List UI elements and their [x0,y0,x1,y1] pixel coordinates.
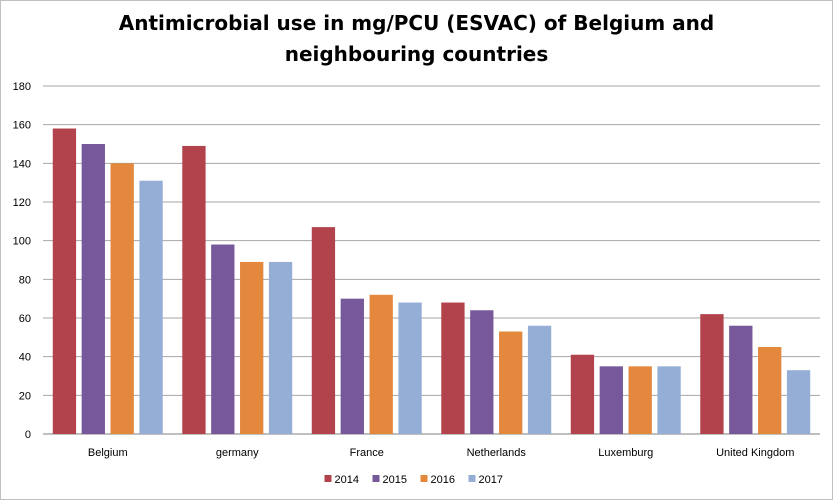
bar-2017-germany [268,261,293,434]
x-tick-label: germany [216,447,259,459]
legend-label-2016: 2016 [431,474,455,486]
y-tick-label: 60 [19,313,31,325]
chart-title-line-1: Antimicrobial use in mg/PCU (ESVAC) of B… [118,11,715,35]
chart-title: Antimicrobial use in mg/PCU (ESVAC) of B… [0,8,833,70]
y-tick-label: 20 [19,390,31,402]
legend-swatch-2015 [372,475,380,482]
x-tick-label: Netherlands [467,447,527,459]
chart-title-line-2: neighbouring countries [284,42,549,66]
y-tick-label: 180 [13,81,31,93]
y-tick-label: 160 [13,120,31,132]
x-tick-label: Luxemburg [598,447,653,459]
x-tick-label: Belgium [88,447,128,459]
y-tick-label: 100 [13,236,31,248]
bar-2017-united-kingdom [786,370,811,434]
legend-swatch-2017 [468,475,476,482]
bar-2017-belgium [139,180,163,434]
bar-2017-netherlands [527,325,552,434]
bar-2014-belgium [52,128,77,435]
bar-2017-luxemburg [657,366,681,434]
x-axis-category-labels: Belgium germany France Netherlands Luxemburg… [88,447,795,459]
x-tick-label: United Kingdom [716,447,794,459]
y-axis-tick-labels: 0 20 40 60 80 100 120 140 160 180 [13,81,31,441]
bar-2016-united-kingdom [758,347,782,434]
bar-2015-belgium [81,144,105,434]
legend-swatch-2016 [420,475,428,482]
bars [52,128,811,435]
gridlines [43,85,820,435]
legend-swatch-2014 [324,475,332,482]
bar-2016-germany [240,261,264,434]
y-tick-label: 140 [13,158,31,170]
bar-2015-germany [211,244,235,434]
bar-2016-luxemburg [628,366,652,434]
y-tick-label: 0 [25,429,31,441]
bar-2016-france [369,294,393,434]
y-tick-label: 40 [19,352,31,364]
x-tick-label: France [350,447,384,459]
legend-label-2017: 2017 [479,474,503,486]
bar-2015-luxemburg [599,366,623,434]
bar-2014-france [311,227,336,434]
bar-2014-netherlands [441,302,465,434]
legend-label-2015: 2015 [383,474,407,486]
bar-2014-luxemburg [570,354,595,434]
bar-2015-united-kingdom [729,325,753,434]
bar-2015-netherlands [470,310,494,434]
bar-2016-netherlands [499,331,523,434]
y-tick-label: 80 [19,274,31,286]
bar-2014-united-kingdom [700,314,724,434]
y-tick-label: 120 [13,197,31,209]
bar-2014-germany [182,145,206,434]
bar-2016-belgium [110,163,134,435]
legend-label-2014: 2014 [335,474,359,486]
bar-2015-france [340,298,364,434]
bar-2017-france [398,302,422,434]
legend: 2014 2015 2016 2017 [324,474,503,486]
